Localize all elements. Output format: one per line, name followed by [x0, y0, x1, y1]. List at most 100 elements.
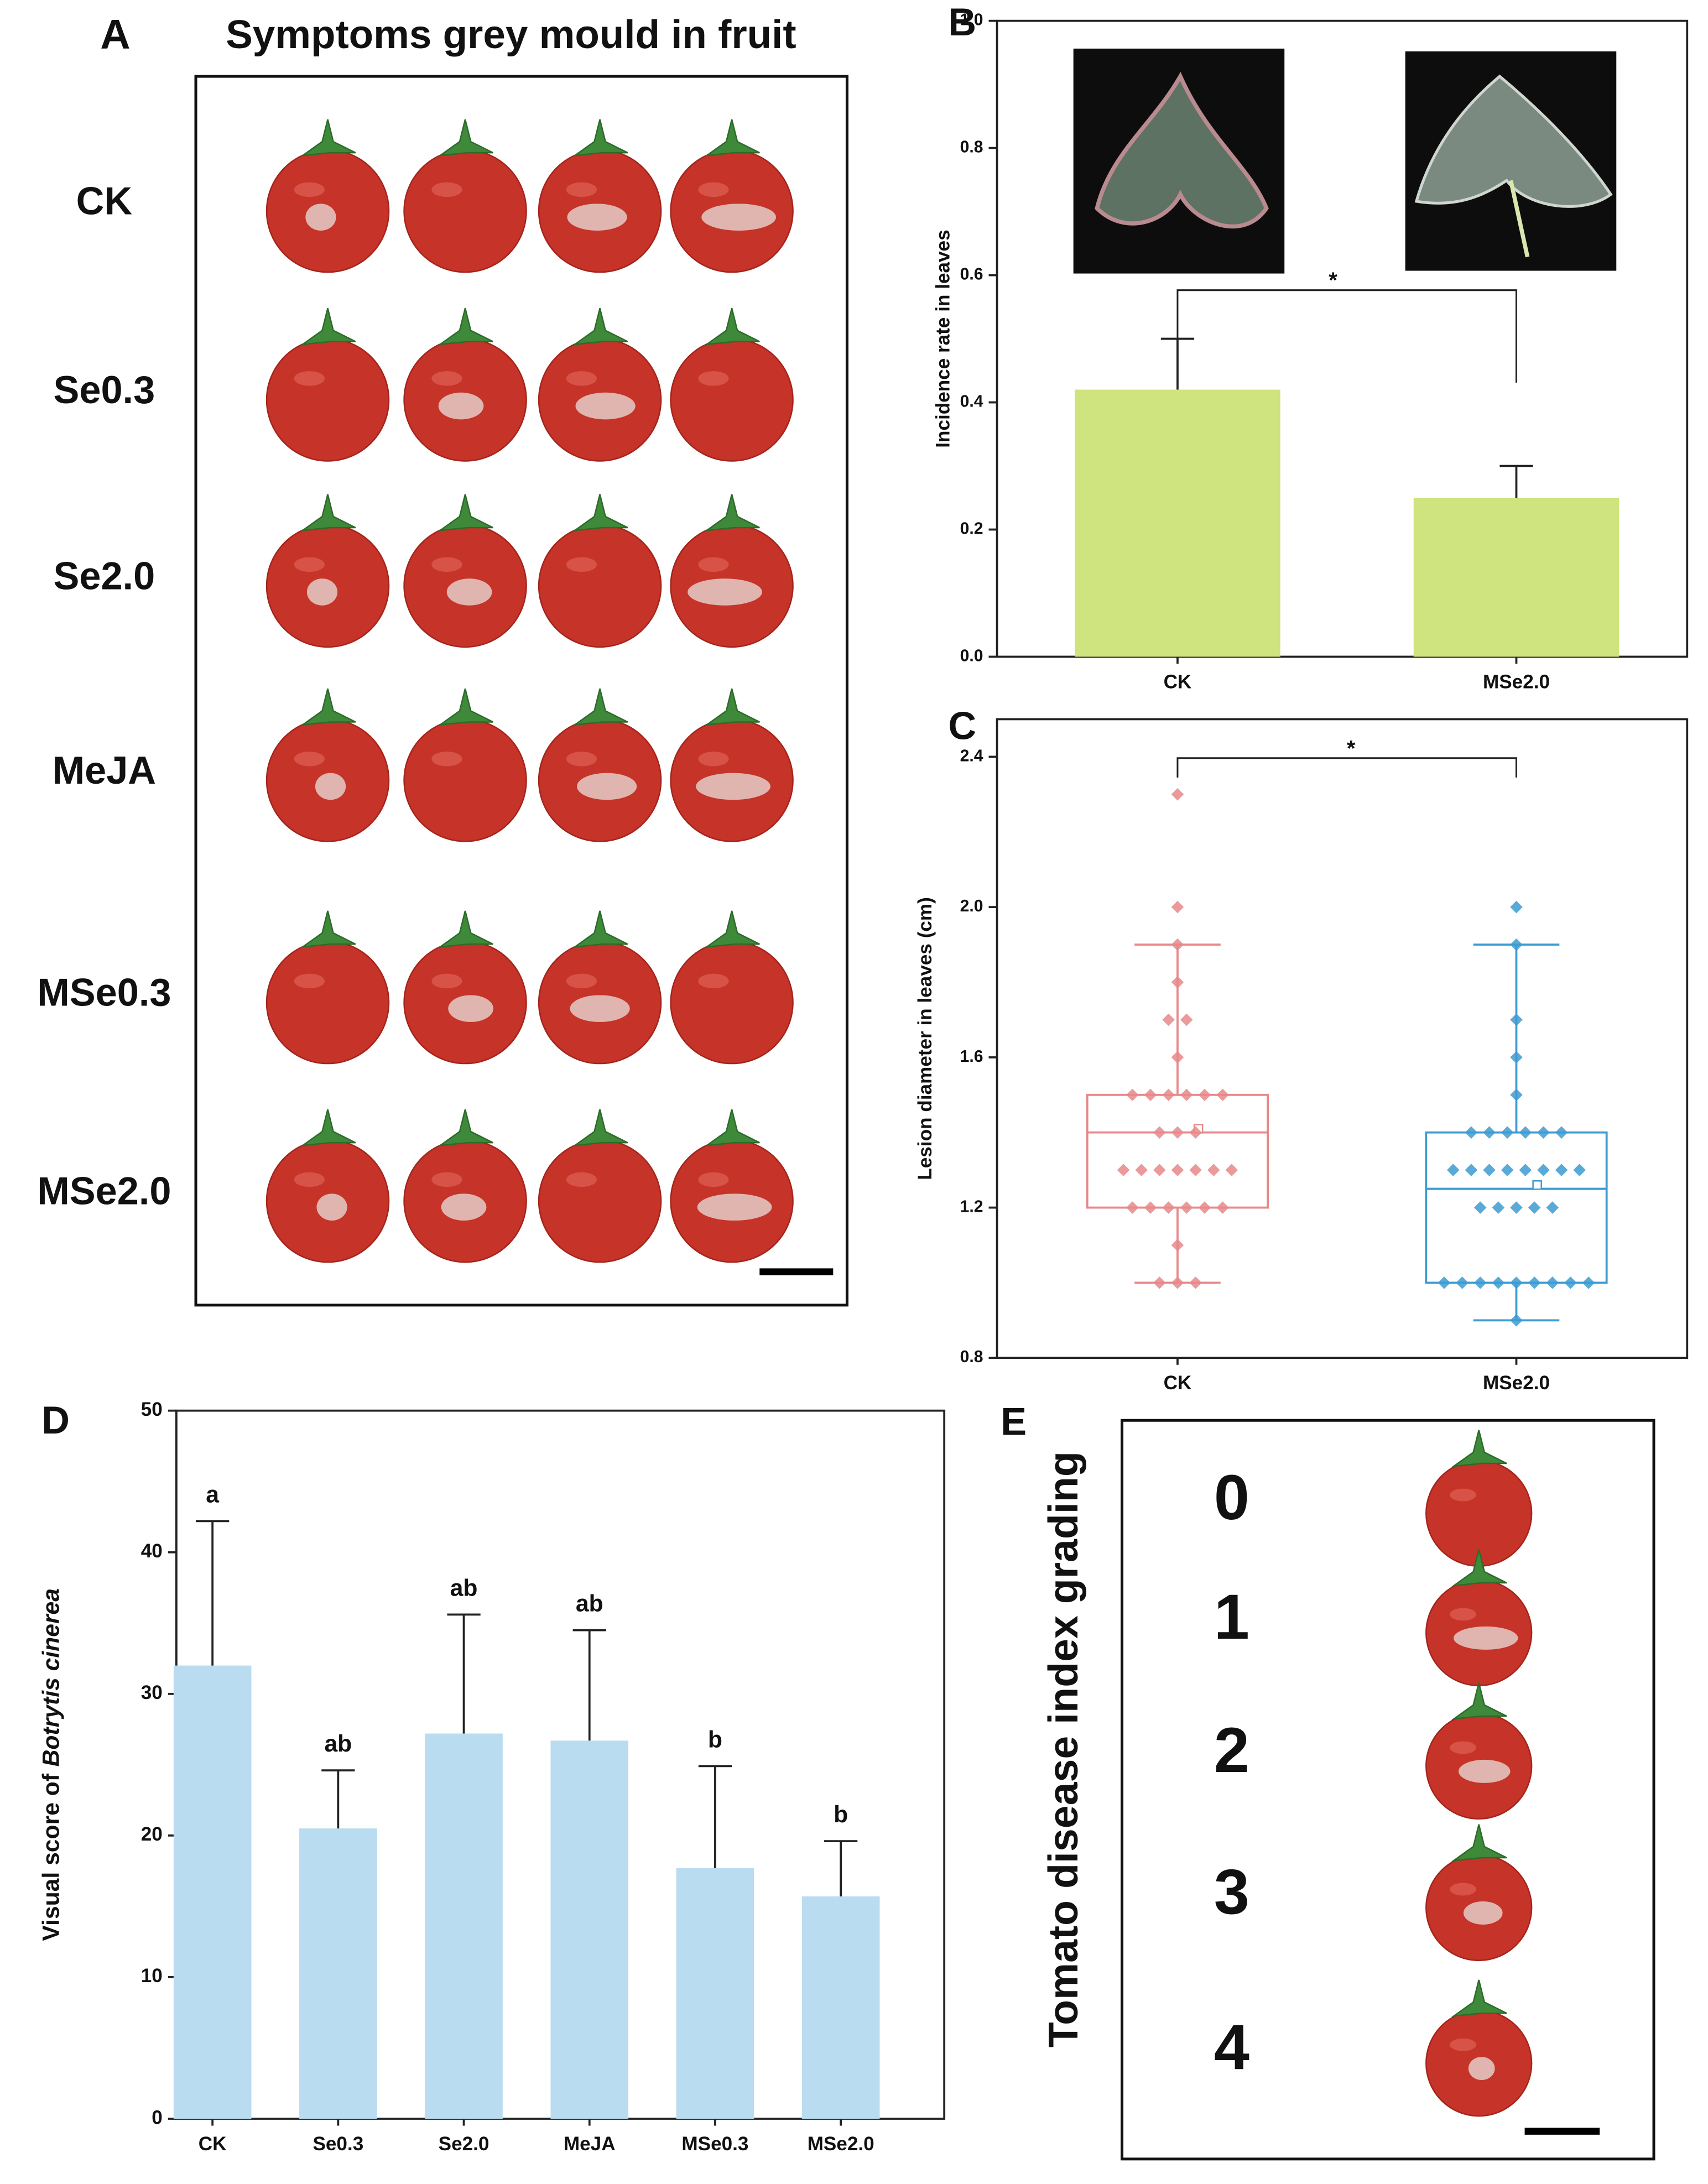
significance-letter: b	[708, 1726, 722, 1753]
tomato-highlight	[431, 371, 462, 386]
tomato	[265, 338, 390, 462]
bar	[299, 1828, 377, 2119]
data-point	[1510, 938, 1523, 951]
mould-patch	[1468, 2057, 1495, 2081]
grade-label: 2	[1214, 1714, 1249, 1786]
panel-e-frame	[1121, 1419, 1655, 2161]
data-point	[1117, 1164, 1130, 1176]
data-point	[1528, 1276, 1541, 1289]
x-tick-label: MSe2.0	[1483, 1372, 1550, 1394]
data-point	[1582, 1276, 1595, 1289]
data-point	[1162, 1201, 1175, 1214]
data-point	[1189, 1126, 1202, 1139]
x-tick-label: CK	[1164, 671, 1192, 692]
calyx	[572, 1109, 628, 1146]
tomato-highlight	[294, 371, 325, 386]
tomato-highlight	[431, 182, 462, 197]
panel-title: Symptoms grey mould in fruit	[226, 12, 796, 57]
y-axis-label-part: Visual score of	[38, 1773, 65, 1941]
data-point	[1555, 1164, 1568, 1176]
data-point	[1216, 1201, 1229, 1214]
x-tick-label: Se2.0	[439, 2133, 490, 2155]
y-tick-label: 2.4	[960, 747, 983, 765]
box	[1086, 1093, 1269, 1209]
data-point	[1153, 1164, 1166, 1176]
calyx	[572, 119, 628, 157]
data-point	[1144, 1088, 1157, 1102]
y-tick-label: 0.2	[960, 519, 983, 538]
data-point	[1162, 1088, 1175, 1102]
mould-patch	[316, 1193, 347, 1221]
leaf-stem	[1508, 180, 1530, 258]
data-point	[1537, 1126, 1550, 1139]
calyx	[704, 910, 760, 948]
tomato	[538, 1139, 662, 1263]
y-tick-label: 1.2	[960, 1197, 983, 1216]
data-point	[1171, 788, 1184, 801]
bar	[550, 1740, 629, 2119]
y-tick-label: 40	[141, 1540, 163, 1562]
significance-letter: ab	[324, 1730, 352, 1757]
calyx	[438, 910, 493, 948]
data-point	[1189, 1276, 1202, 1289]
tomato-highlight	[431, 557, 462, 572]
data-point	[1171, 900, 1184, 914]
calyx	[704, 308, 760, 346]
panel-label: B	[948, 0, 976, 44]
tomato-highlight	[698, 1172, 729, 1187]
tomato	[670, 338, 794, 462]
calyx	[572, 688, 628, 726]
data-point	[1528, 1201, 1541, 1214]
calyx	[1451, 1430, 1507, 1467]
x-tick-label: MSe0.3	[681, 2133, 748, 2155]
calyx	[300, 308, 356, 346]
tomato-highlight	[294, 557, 325, 572]
y-axis-label: Visual score of Botrytis cinerea	[38, 1588, 65, 1941]
tomato-highlight	[566, 973, 597, 989]
data-point	[1207, 1164, 1220, 1176]
tomato	[670, 940, 794, 1065]
x-tick-label: MeJA	[564, 2133, 616, 2155]
calyx	[1451, 1549, 1507, 1587]
data-point	[1171, 1051, 1184, 1064]
data-point	[1510, 1276, 1523, 1289]
y-tick-label: 20	[141, 1823, 163, 1845]
mean-marker	[1532, 1180, 1542, 1190]
x-tick-label: CK	[1164, 1372, 1192, 1394]
panel-label: C	[948, 704, 976, 748]
x-tick-label: Se0.3	[313, 2133, 363, 2155]
error-bar	[447, 1613, 481, 1734]
data-point	[1171, 1239, 1184, 1252]
y-tick-label: 0.8	[960, 1348, 983, 1366]
row-label: MSe2.0	[37, 1169, 171, 1213]
y-tick-label: 30	[141, 1682, 163, 1703]
calyx	[1451, 1682, 1507, 1720]
data-point	[1153, 1276, 1166, 1289]
tomato-highlight	[698, 751, 729, 767]
data-point	[1465, 1126, 1478, 1139]
y-tick-label: 0.6	[960, 265, 983, 284]
data-point	[1225, 1164, 1238, 1176]
significance-letter: ab	[576, 1591, 603, 1617]
data-point	[1456, 1276, 1469, 1289]
significance-bracket	[1176, 757, 1518, 778]
error-bar	[1160, 337, 1195, 390]
grade-label: 0	[1214, 1462, 1249, 1533]
tomato	[538, 524, 662, 648]
data-point	[1446, 1164, 1460, 1176]
y-axis-label: Lesion diameter in leaves (cm)	[914, 897, 936, 1180]
tomato-highlight	[294, 1172, 325, 1187]
error-bar	[824, 1840, 858, 1896]
bar	[1413, 498, 1620, 657]
data-point	[1153, 1126, 1166, 1139]
tomato-highlight	[294, 973, 325, 989]
tomato-highlight	[566, 182, 597, 197]
significance-star: *	[1329, 268, 1337, 293]
row-label: CK	[76, 179, 133, 223]
x-tick-label: CK	[199, 2133, 227, 2155]
data-point	[1555, 1126, 1568, 1139]
mould-patch	[688, 578, 762, 606]
bar	[676, 1868, 754, 2119]
data-point	[1180, 1201, 1193, 1214]
